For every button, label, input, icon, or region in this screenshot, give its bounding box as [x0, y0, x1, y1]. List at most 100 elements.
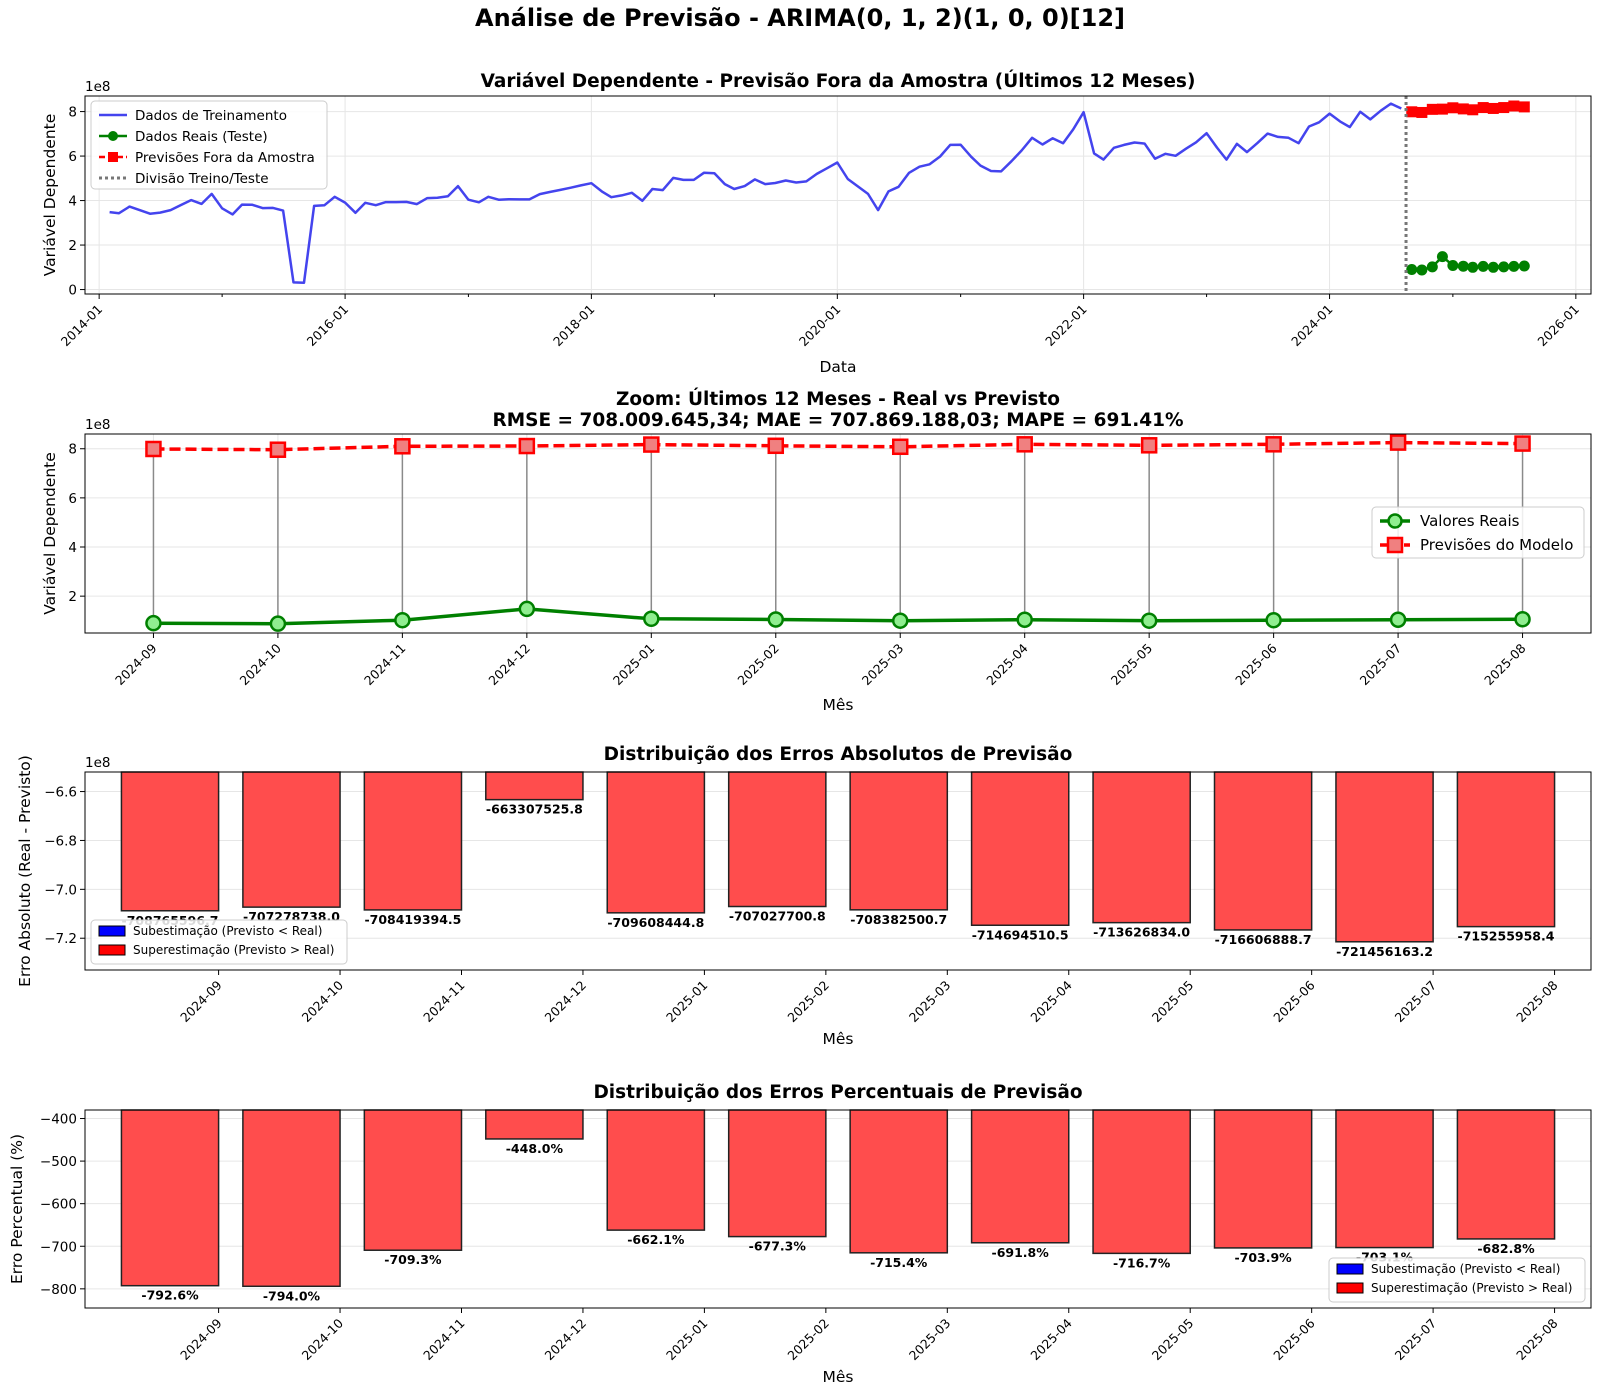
training-series-line — [109, 102, 1402, 284]
panel-percentage-errors: Distribuição dos Erros Percentuais de Pr… — [8, 1082, 1592, 1386]
legend-real-values: Valores Reais — [1420, 512, 1520, 530]
x-tick-label: 2024-09 — [177, 1315, 225, 1363]
forecast-value-point — [518, 437, 536, 455]
x-axis-label: Mês — [823, 1368, 854, 1386]
error-bar — [1092, 771, 1191, 924]
plot-frame — [84, 433, 1592, 634]
legend-underestimation: Subestimação (Previsto < Real) — [133, 924, 322, 938]
y-tick-label: −6.8 — [44, 833, 77, 849]
x-tick-label: 2025-07 — [1357, 641, 1405, 689]
bar-value-label: -713626834.0 — [1093, 925, 1190, 940]
error-bar — [970, 1109, 1070, 1244]
error-bar — [120, 771, 220, 912]
forecast-value-point — [643, 436, 660, 453]
x-tick-label: 2025-06 — [1270, 1315, 1318, 1363]
real-values-line — [153, 607, 1523, 626]
y-tick-label: −500 — [40, 1154, 77, 1170]
real-test-point — [1498, 261, 1510, 273]
bar-value-label: -709608444.8 — [607, 915, 704, 930]
real-value-point — [269, 615, 287, 632]
real-test-point — [1508, 260, 1520, 272]
panel-title: Zoom: Últimos 12 Meses - Real vs Previst… — [616, 388, 1060, 410]
x-tick-label: 2024-10 — [299, 977, 347, 1025]
real-value-point — [1389, 611, 1407, 628]
x-tick-label: 2024-10 — [299, 1315, 347, 1363]
real-test-point — [1467, 261, 1479, 273]
bar-value-label: -662.1% — [627, 1232, 685, 1247]
y-axis-label: Erro Percentual (%) — [8, 1134, 26, 1284]
panel-title: Variável Dependente - Previsão Fora da A… — [481, 70, 1196, 92]
error-bar — [1335, 1109, 1434, 1249]
y-tick-label: −700 — [40, 1239, 77, 1255]
x-tick-label: 2025-04 — [983, 640, 1031, 688]
real-value-point — [394, 611, 411, 629]
x-tick-label: 2024-01 — [1288, 302, 1336, 350]
y-multiplier: 1e8 — [85, 79, 110, 95]
legend-split: Divisão Treino/Teste — [135, 171, 269, 187]
plot-frame — [84, 95, 1592, 295]
forecast-point — [1477, 102, 1489, 114]
legend-overestimation: Superestimação (Previsto > Real) — [133, 943, 334, 957]
panel-title: Distribuição dos Erros Absolutos de Prev… — [604, 744, 1073, 765]
error-bar — [120, 1109, 220, 1287]
legend-model-forecasts: Previsões do Modelo — [1420, 536, 1573, 554]
error-bar — [849, 771, 949, 911]
x-tick-label: 2025-05 — [1149, 978, 1197, 1026]
y-tick-label: 2 — [68, 238, 77, 254]
bar-value-label: -663307525.8 — [486, 802, 583, 817]
x-tick-label: 2025-03 — [859, 641, 907, 689]
y-tick-label: −6.6 — [44, 785, 77, 801]
real-test-point — [1436, 251, 1448, 263]
legend-swatch-real-marker — [108, 131, 118, 141]
x-tick-label: 2025-01 — [663, 978, 711, 1026]
error-bar — [1335, 771, 1434, 943]
legend-forecast: Previsões Fora da Amostra — [135, 150, 315, 166]
forecast-point — [1498, 102, 1510, 114]
x-tick-label: 2025-02 — [784, 978, 832, 1026]
x-tick-label: 2024-12 — [542, 1316, 590, 1364]
y-tick-label: 8 — [68, 442, 77, 458]
y-multiplier: 1e8 — [85, 755, 110, 771]
forecast-point — [1406, 106, 1418, 118]
forecast-point — [1518, 101, 1530, 113]
y-multiplier: 1e8 — [85, 417, 110, 433]
forecast-value-point — [1140, 437, 1158, 454]
x-tick-label: 2016-01 — [304, 302, 352, 350]
y-tick-label: 6 — [68, 491, 77, 507]
forecast-value-point — [1265, 436, 1282, 453]
x-tick-label: 2026-01 — [1534, 302, 1582, 350]
x-tick-label: 2024-11 — [361, 641, 409, 689]
forecast-value-point — [767, 437, 785, 455]
error-bar — [363, 1109, 463, 1251]
x-tick-label: 2024-11 — [420, 1316, 468, 1364]
legend-swatch-forecast-marker — [108, 152, 118, 162]
x-tick-label: 2025-05 — [1108, 641, 1156, 689]
error-bar — [485, 1109, 584, 1140]
bar-value-label: -792.6% — [141, 1288, 199, 1303]
x-tick-label: 2025-06 — [1270, 977, 1318, 1025]
real-value-point — [518, 600, 536, 618]
x-tick-label: 2024-12 — [542, 978, 590, 1026]
y-tick-label: −7.2 — [44, 931, 77, 947]
x-tick-label: 2024-12 — [485, 641, 533, 689]
y-tick-label: 4 — [68, 194, 77, 210]
x-tick-label: 2025-02 — [734, 641, 782, 689]
panel-forecast-overview: Variável Dependente - Previsão Fora da A… — [41, 70, 1592, 376]
y-tick-label: 2 — [68, 589, 77, 605]
y-axis-label: Erro Absoluto (Real - Previsto) — [16, 755, 34, 987]
y-tick-label: −600 — [40, 1197, 77, 1213]
real-value-point — [1265, 611, 1282, 629]
x-tick-label: 2025-02 — [784, 1316, 832, 1364]
legend-real-test: Dados Reais (Teste) — [135, 129, 268, 145]
bar-value-label: -703.9% — [1234, 1250, 1292, 1265]
legend-swatch-under — [98, 925, 126, 937]
error-bar — [485, 771, 584, 801]
forecast-value-point — [1514, 435, 1531, 452]
real-test-point — [1487, 261, 1499, 273]
bar-value-label: -714694510.5 — [972, 927, 1069, 942]
real-value-point — [1140, 612, 1158, 629]
error-bar — [1456, 1109, 1556, 1240]
y-tick-label: 6 — [68, 149, 77, 165]
real-test-point — [1477, 260, 1489, 272]
x-tick-label: 2014-01 — [58, 302, 106, 350]
